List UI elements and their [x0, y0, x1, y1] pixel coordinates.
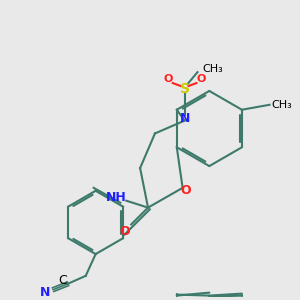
Text: C: C [58, 274, 68, 287]
Text: CH₃: CH₃ [272, 100, 292, 110]
Text: O: O [180, 184, 191, 197]
Text: O: O [119, 225, 130, 238]
Text: N: N [179, 112, 190, 125]
Text: S: S [180, 82, 190, 96]
Text: CH₃: CH₃ [202, 64, 223, 74]
Text: N: N [40, 286, 50, 299]
Text: NH: NH [106, 191, 127, 204]
Text: O: O [163, 74, 172, 84]
Text: O: O [197, 74, 206, 84]
